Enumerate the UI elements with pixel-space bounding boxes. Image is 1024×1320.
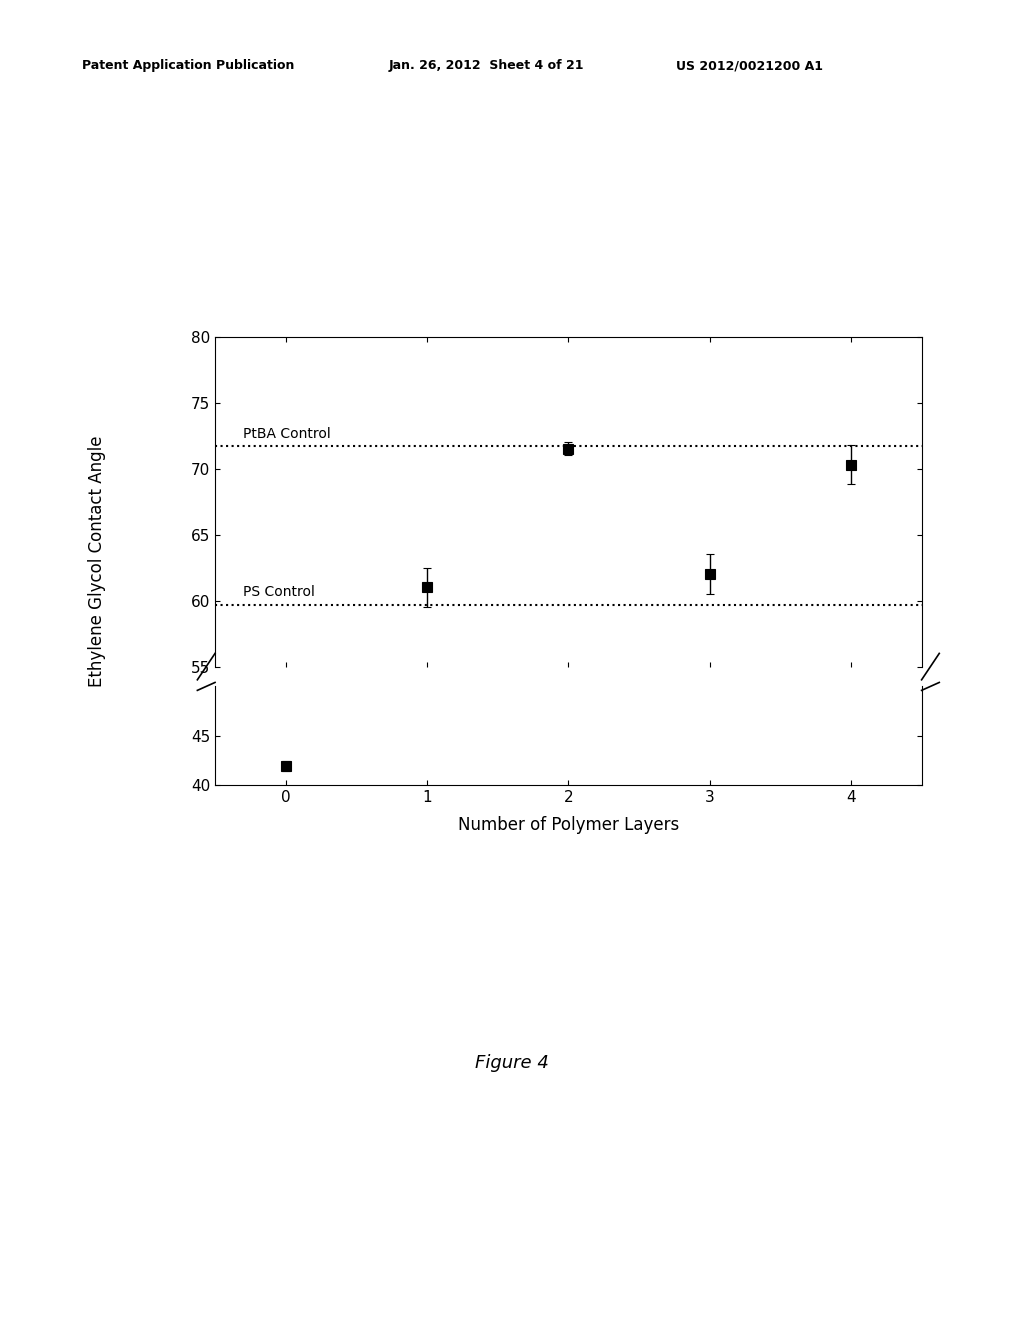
Text: US 2012/0021200 A1: US 2012/0021200 A1 [676,59,823,73]
Text: Ethylene Glycol Contact Angle: Ethylene Glycol Contact Angle [88,436,106,686]
Text: Jan. 26, 2012  Sheet 4 of 21: Jan. 26, 2012 Sheet 4 of 21 [389,59,585,73]
Text: PS Control: PS Control [244,585,315,599]
Text: Patent Application Publication: Patent Application Publication [82,59,294,73]
X-axis label: Number of Polymer Layers: Number of Polymer Layers [458,816,679,834]
Text: PtBA Control: PtBA Control [244,426,331,441]
Text: Figure 4: Figure 4 [475,1053,549,1072]
